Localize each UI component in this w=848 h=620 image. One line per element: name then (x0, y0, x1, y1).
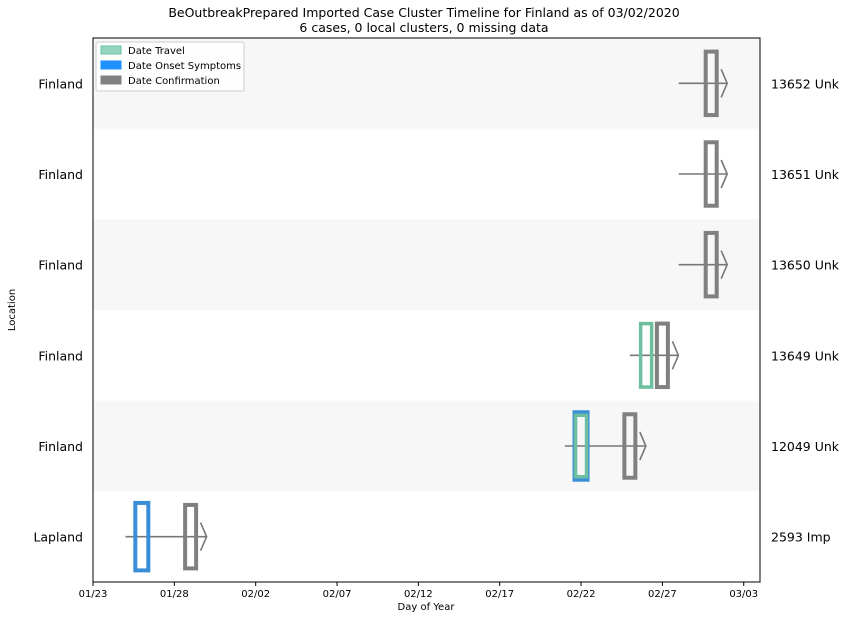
x-tick-label: 02/02 (241, 589, 270, 600)
location-label: Lapland (33, 530, 83, 545)
case-id-label: 12049 Unk (771, 439, 840, 454)
legend-swatch-onset (100, 60, 122, 70)
x-tick-label: 02/17 (485, 589, 514, 600)
legend-swatch-confirmation (100, 75, 122, 85)
case-arrow-head (720, 159, 729, 189)
x-tick-label: 02/27 (648, 589, 677, 600)
case-id-label: 13651 Unk (771, 167, 840, 182)
x-axis-ticks: 01/23 01/28 02/02 02/07 02/12 02/17 02/22 02/27… (79, 582, 758, 600)
case-arrow-head (199, 522, 208, 551)
legend-swatch-travel (100, 45, 122, 55)
confirmation-date-marker (703, 230, 719, 299)
row-band (93, 219, 760, 310)
legend-label-confirmation: Date Confirmation (128, 76, 220, 87)
confirmation-date-marker (703, 49, 719, 118)
case-id-label: 13649 Unk (771, 348, 840, 363)
case-id-label: 13652 Unk (771, 76, 840, 91)
location-label: Finland (38, 348, 83, 363)
location-label: Finland (38, 76, 83, 91)
case-arrow-head (671, 341, 680, 370)
legend: Date Travel Date Onset Symptoms Date Con… (95, 41, 245, 92)
y-axis-title: Location (7, 289, 18, 331)
case-id-label: 13650 Unk (771, 258, 840, 273)
confirmation-date-marker (622, 412, 638, 480)
x-tick-label: 01/23 (79, 589, 108, 600)
case-arrow-head (639, 431, 647, 461)
case-rows: Finland 13652 Unk Finland 13651 Unk Finland 1… (33, 49, 840, 573)
row-band (93, 400, 760, 492)
x-tick-label: 03/03 (729, 589, 758, 600)
travel-date-marker (638, 321, 654, 389)
case-arrow-head (720, 69, 729, 98)
case-arrow-head (720, 250, 729, 279)
row-bands (93, 38, 760, 492)
x-tick-label: 02/22 (567, 589, 596, 600)
chart-title: BeOutbreakPrepared Imported Case Cluster… (168, 5, 679, 20)
legend-label-travel: Date Travel (128, 46, 185, 57)
travel-date-marker (573, 413, 589, 479)
location-label: Finland (38, 439, 83, 454)
location-label: Finland (38, 258, 83, 273)
location-label: Finland (38, 167, 83, 182)
chart-subtitle: 6 cases, 0 local clusters, 0 missing dat… (299, 20, 548, 35)
x-tick-label: 02/07 (323, 589, 352, 600)
x-tick-label: 01/28 (160, 589, 189, 600)
legend-label-onset: Date Onset Symptoms (128, 61, 241, 72)
confirmation-date-marker (183, 502, 199, 571)
onset-date-marker (133, 500, 151, 573)
legend-box (95, 41, 245, 92)
confirmation-date-marker (654, 321, 670, 390)
x-tick-label: 02/12 (404, 589, 433, 600)
x-axis-title: Day of Year (398, 602, 456, 613)
case-id-label: 2593 Imp (771, 530, 831, 545)
confirmation-date-marker (703, 140, 719, 208)
plot-frame (92, 37, 761, 583)
